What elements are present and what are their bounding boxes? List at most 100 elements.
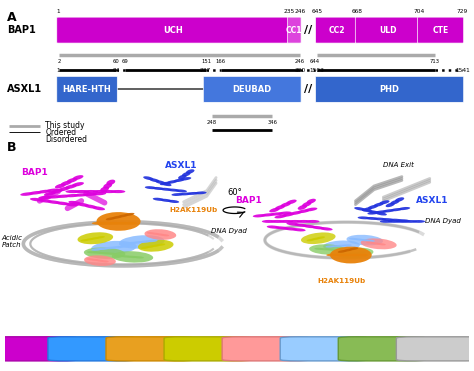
Ellipse shape (145, 229, 176, 240)
Ellipse shape (356, 254, 368, 256)
FancyBboxPatch shape (0, 337, 78, 361)
Text: 1541: 1541 (455, 68, 470, 73)
Text: 668: 668 (351, 9, 362, 14)
Ellipse shape (84, 247, 125, 259)
Text: CC2: CC2 (328, 26, 345, 35)
Ellipse shape (65, 194, 79, 197)
Ellipse shape (106, 253, 116, 255)
Ellipse shape (76, 203, 89, 207)
Ellipse shape (319, 227, 333, 230)
Ellipse shape (152, 187, 164, 190)
Text: //: // (304, 25, 312, 35)
Ellipse shape (93, 190, 107, 193)
FancyBboxPatch shape (287, 17, 301, 43)
Text: ULD: ULD (379, 26, 397, 35)
Ellipse shape (152, 233, 159, 235)
Ellipse shape (100, 187, 109, 192)
Text: 704: 704 (413, 9, 425, 14)
Ellipse shape (100, 252, 109, 255)
Ellipse shape (179, 193, 191, 196)
Ellipse shape (161, 182, 172, 186)
Ellipse shape (83, 193, 97, 196)
Ellipse shape (74, 193, 88, 197)
Text: DNA Dyad: DNA Dyad (425, 219, 461, 224)
Text: 1503: 1503 (310, 68, 324, 73)
Ellipse shape (274, 214, 287, 219)
Ellipse shape (97, 212, 141, 231)
FancyBboxPatch shape (356, 17, 420, 43)
Ellipse shape (84, 255, 116, 266)
Text: 390: 390 (294, 68, 305, 73)
Ellipse shape (65, 190, 80, 193)
Ellipse shape (366, 242, 375, 244)
Ellipse shape (354, 207, 366, 211)
Ellipse shape (307, 239, 315, 241)
Ellipse shape (112, 251, 153, 263)
Text: 713: 713 (429, 59, 439, 64)
Ellipse shape (297, 209, 310, 213)
Ellipse shape (368, 210, 380, 214)
Ellipse shape (172, 193, 183, 196)
Ellipse shape (275, 205, 285, 210)
Text: 246: 246 (294, 9, 305, 14)
Ellipse shape (20, 192, 34, 196)
Ellipse shape (47, 200, 61, 204)
Ellipse shape (58, 187, 70, 191)
Ellipse shape (155, 180, 165, 184)
Ellipse shape (398, 219, 410, 222)
Ellipse shape (116, 222, 129, 225)
Ellipse shape (309, 244, 346, 255)
Ellipse shape (281, 202, 291, 207)
Ellipse shape (337, 244, 346, 247)
Ellipse shape (343, 249, 353, 252)
Text: HARE-HTH: HARE-HTH (63, 85, 111, 94)
Ellipse shape (271, 220, 284, 223)
Ellipse shape (173, 178, 184, 182)
Ellipse shape (298, 205, 307, 210)
FancyBboxPatch shape (203, 76, 301, 102)
Ellipse shape (93, 252, 103, 254)
Text: 69: 69 (122, 59, 128, 64)
Text: 151: 151 (201, 59, 211, 64)
Text: ASXL1: ASXL1 (7, 84, 42, 94)
Ellipse shape (56, 195, 70, 198)
Text: H2AK119Ub: H2AK119Ub (170, 207, 218, 213)
Ellipse shape (153, 198, 164, 201)
Ellipse shape (149, 178, 160, 182)
Ellipse shape (337, 248, 374, 259)
Ellipse shape (180, 177, 191, 181)
Ellipse shape (375, 212, 387, 216)
Ellipse shape (374, 203, 384, 207)
Ellipse shape (86, 238, 94, 240)
Ellipse shape (133, 241, 144, 244)
Ellipse shape (349, 238, 358, 240)
Ellipse shape (261, 213, 275, 217)
Text: 237: 237 (199, 68, 210, 73)
Ellipse shape (275, 226, 289, 230)
Text: CC1: CC1 (286, 26, 302, 35)
Text: H2B: H2B (256, 344, 275, 353)
Ellipse shape (269, 208, 280, 212)
Ellipse shape (106, 180, 115, 185)
Ellipse shape (98, 247, 109, 250)
Ellipse shape (267, 226, 280, 229)
Ellipse shape (349, 254, 360, 256)
FancyBboxPatch shape (280, 337, 368, 361)
Text: 1: 1 (56, 9, 60, 14)
Ellipse shape (283, 227, 297, 230)
Ellipse shape (146, 240, 158, 242)
Text: ASXL1: ASXL1 (165, 161, 198, 170)
Ellipse shape (330, 247, 372, 263)
Ellipse shape (343, 244, 352, 246)
Text: UCH: UCH (164, 26, 183, 35)
Ellipse shape (84, 190, 98, 193)
Ellipse shape (92, 222, 105, 225)
Ellipse shape (161, 234, 169, 236)
Ellipse shape (47, 195, 62, 198)
Ellipse shape (86, 258, 94, 260)
Ellipse shape (145, 186, 157, 189)
Ellipse shape (167, 200, 179, 203)
Ellipse shape (306, 220, 319, 223)
Text: ASXL1: ASXL1 (416, 196, 448, 206)
Ellipse shape (340, 254, 349, 256)
